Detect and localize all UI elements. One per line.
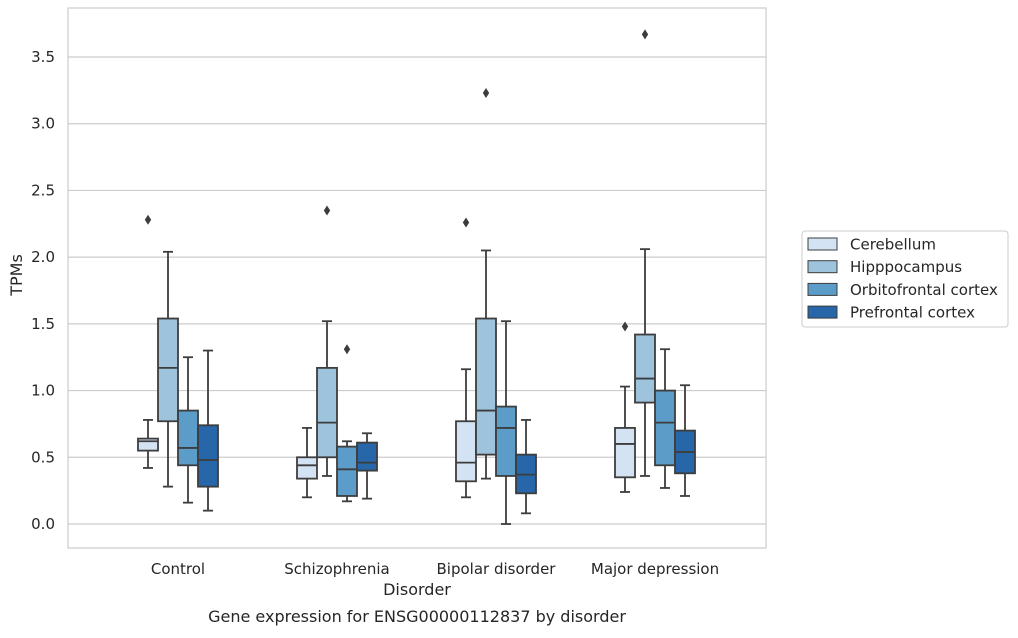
- x-tick-label: Schizophrenia: [284, 560, 389, 578]
- box-element: [475, 88, 497, 480]
- y-tick-label: 0.5: [31, 448, 55, 466]
- box-body: [177, 409, 199, 467]
- legend-frame: [801, 230, 1009, 328]
- x-tick-labels: Control Schizophrenia Bipolar disorder Majo…: [151, 560, 719, 578]
- plot-frame: [67, 7, 767, 549]
- x-tick-label: Control: [151, 560, 205, 578]
- y-axis-label: TPMs: [7, 254, 26, 297]
- figure-caption: Gene expression for ENSG00000112837 by d…: [208, 607, 626, 626]
- legend-swatch: [807, 305, 838, 319]
- series-prefrontal-cortex: [197, 349, 696, 515]
- x-tick-label: Major depression: [591, 560, 719, 578]
- box-body: [296, 456, 318, 480]
- y-tick-label: 0.0: [31, 515, 55, 533]
- box-body: [157, 317, 179, 423]
- box-body: [495, 405, 517, 477]
- box-body: [455, 420, 477, 483]
- box-body: [634, 333, 656, 404]
- box-element: [495, 320, 517, 525]
- box-element: [296, 427, 318, 499]
- legend-swatch: [807, 237, 838, 251]
- box-element: [157, 250, 179, 488]
- box-element: [515, 419, 537, 515]
- box-element: [137, 214, 159, 469]
- outlier-marker: [482, 88, 490, 99]
- legend: Cerebellum Hipppocampus Orbitofrontal cort…: [801, 230, 1009, 328]
- box-element: [316, 205, 338, 477]
- box-body: [654, 389, 676, 467]
- outlier-marker: [144, 214, 152, 225]
- y-tick-label: 3.0: [31, 115, 55, 133]
- box-element: [654, 348, 676, 489]
- box-body: [197, 424, 219, 488]
- legend-label: Cerebellum: [850, 236, 936, 254]
- y-tick-label: 1.0: [31, 382, 55, 400]
- y-tick-label: 2.5: [31, 181, 55, 199]
- series-orbitofrontal-cortex: [177, 320, 676, 525]
- legend-label: Prefrontal cortex: [850, 304, 975, 322]
- box-body: [336, 445, 358, 497]
- y-tick-label: 3.5: [31, 48, 55, 66]
- box-body: [475, 317, 497, 456]
- legend-label: Orbitofrontal cortex: [850, 281, 998, 299]
- outlier-marker: [621, 321, 629, 332]
- series-hipppocampus: [157, 29, 656, 488]
- y-tick-labels: 0.0 0.5 1.0 1.5 2.0 2.5 3.0 3.5: [31, 48, 55, 533]
- legend-swatch: [807, 282, 838, 296]
- outlier-marker: [641, 29, 649, 40]
- outlier-marker: [462, 217, 470, 228]
- legend-swatch: [807, 260, 838, 274]
- box-element: [177, 356, 199, 504]
- box-element: [336, 344, 358, 503]
- box-groups: [137, 29, 696, 525]
- box-element: [674, 384, 696, 497]
- outlier-marker: [323, 205, 331, 216]
- outlier-marker: [343, 344, 351, 355]
- x-tick-label: Bipolar disorder: [437, 560, 557, 578]
- x-axis-label: Disorder: [383, 580, 451, 599]
- box-element: [634, 29, 656, 477]
- box-body: [614, 427, 636, 479]
- y-tick-label: 2.0: [31, 248, 55, 266]
- box-element: [614, 321, 636, 493]
- box-element: [356, 432, 378, 500]
- box-body: [316, 366, 338, 459]
- box-body: [356, 441, 378, 472]
- box-element: [197, 349, 219, 512]
- box-element: [455, 217, 477, 499]
- legend-label: Hipppocampus: [850, 258, 962, 276]
- y-tick-label: 1.5: [31, 315, 55, 333]
